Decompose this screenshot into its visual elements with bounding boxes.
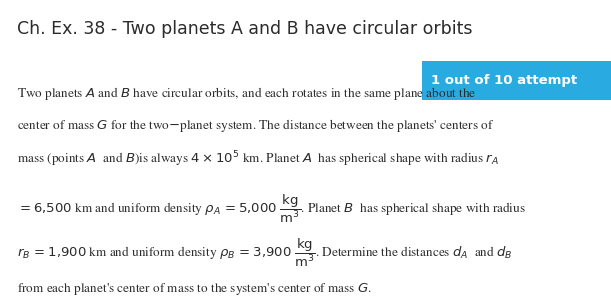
Text: Two planets $\mathit{A}$ and $\mathit{B}$ have circular orbits, and each rotates: Two planets $\mathit{A}$ and $\mathit{B}… [17, 85, 477, 102]
Text: Ch. Ex. 38 - Two planets A and B have circular orbits: Ch. Ex. 38 - Two planets A and B have ci… [17, 20, 472, 38]
Text: $r_B\, = 1{,}900$ km and uniform density $\rho_B\, = 3{,}900\;\dfrac{\mathrm{kg}: $r_B\, = 1{,}900$ km and uniform density… [17, 237, 513, 269]
Text: mass (points $\mathit{A}$  and $\mathit{B}$)is always $4 \times 10^5$ km. Planet: mass (points $\mathit{A}$ and $\mathit{B… [17, 149, 499, 168]
Text: 1 out of 10 attempt: 1 out of 10 attempt [431, 74, 577, 87]
FancyBboxPatch shape [422, 61, 611, 100]
Text: center of mass $\mathit{G}$ for the two$-$planet system. The distance between th: center of mass $\mathit{G}$ for the two$… [17, 117, 494, 134]
Text: $= 6{,}500$ km and uniform density $\rho_A\, = 5{,}000\;\dfrac{\mathrm{kg}}{\mat: $= 6{,}500$ km and uniform density $\rho… [17, 193, 526, 225]
Text: from each planet's center of mass to the system's center of mass $\mathit{G}$.: from each planet's center of mass to the… [17, 281, 372, 297]
